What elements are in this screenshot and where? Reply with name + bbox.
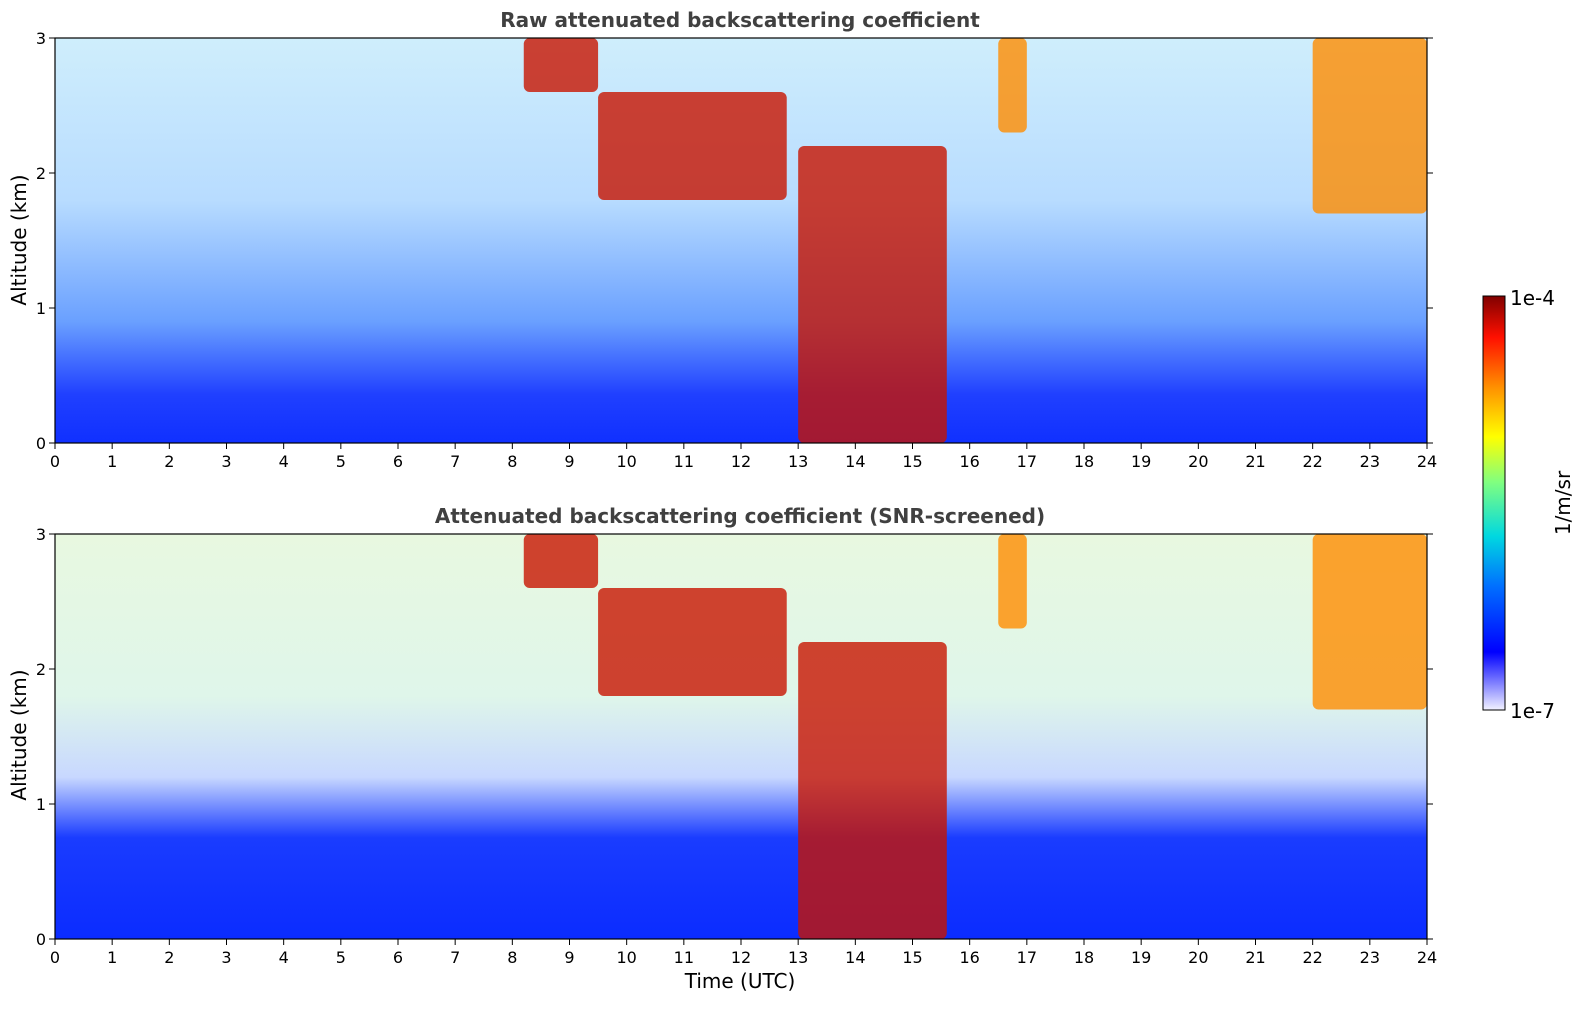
x-tick-label: 5	[336, 948, 346, 967]
x-tick-label: 9	[564, 948, 574, 967]
cloud-feature-1	[598, 92, 787, 200]
y-axis: 0 1 2 3	[36, 525, 1433, 949]
y-tick-label: 3	[36, 29, 46, 48]
x-tick-label: 16	[959, 452, 979, 471]
x-tick-label: 23	[1360, 452, 1380, 471]
x-tick-label: 11	[674, 452, 694, 471]
x-tick-label: 20	[1188, 948, 1208, 967]
x-tick-label: 11	[674, 948, 694, 967]
x-tick-label: 22	[1302, 452, 1322, 471]
y-axis-label: Altitude (km)	[7, 669, 31, 800]
y-axis-label: Altitude (km)	[7, 174, 31, 305]
x-tick-label: 24	[1417, 948, 1437, 967]
x-tick-label: 4	[279, 452, 289, 471]
cloud-feature-0	[523, 38, 599, 92]
x-tick-label: 6	[393, 452, 403, 471]
colorbar-min-label: 1e-7	[1510, 699, 1555, 723]
x-axis: 0 1 2 3 4 5 6 7 8 9 10 11 12 13 14 15 16 17 18 19 20 21 22 23 24	[50, 939, 1437, 967]
x-tick-label: 20	[1188, 452, 1208, 471]
x-axis-label: Time (UTC)	[684, 969, 796, 993]
x-tick-label: 2	[164, 948, 174, 967]
x-tick-label: 4	[279, 948, 289, 967]
x-tick-label: 2	[164, 452, 174, 471]
plot-area	[54, 533, 1428, 940]
x-tick-label: 6	[393, 948, 403, 967]
panel-snr: Attenuated backscattering coefficient (S…	[7, 504, 1437, 993]
x-tick-label: 14	[845, 452, 865, 471]
x-axis: 0 1 2 3 4 5 6 7 8 9 10 11 12 13 14 15 16 17 18 19 20 21 22 23 24	[50, 443, 1437, 471]
cloud-feature-4	[1312, 38, 1427, 214]
x-tick-label: 14	[845, 948, 865, 967]
x-tick-label: 16	[959, 948, 979, 967]
x-tick-label: 21	[1245, 452, 1265, 471]
x-tick-label: 17	[1017, 452, 1037, 471]
colorbar-gradient	[1482, 295, 1506, 711]
x-tick-label: 0	[50, 452, 60, 471]
x-tick-label: 15	[902, 948, 922, 967]
cloud-feature-3	[998, 534, 1027, 629]
colorbar: 1e-4 1e-7 1/m/sr	[1482, 286, 1575, 723]
y-tick-label: 2	[36, 660, 46, 679]
panel-title: Raw attenuated backscattering coefficien…	[500, 8, 980, 32]
cloud-feature-2	[798, 146, 947, 443]
cloud-feature-4	[1312, 534, 1427, 710]
x-tick-label: 22	[1302, 948, 1322, 967]
x-tick-label: 23	[1360, 948, 1380, 967]
panel-raw: Raw attenuated backscattering coefficien…	[7, 8, 1437, 471]
x-tick-label: 13	[788, 452, 808, 471]
plot-area	[54, 37, 1428, 444]
y-tick-label: 1	[36, 299, 46, 318]
x-tick-label: 8	[507, 452, 517, 471]
cloud-feature-1	[598, 588, 787, 696]
x-tick-label: 0	[50, 948, 60, 967]
colorbar-unit-label: 1/m/sr	[1551, 470, 1575, 535]
x-tick-label: 18	[1074, 452, 1094, 471]
x-tick-label: 18	[1074, 948, 1094, 967]
x-tick-label: 21	[1245, 948, 1265, 967]
y-tick-label: 2	[36, 164, 46, 183]
x-tick-label: 10	[616, 948, 636, 967]
x-tick-label: 12	[731, 452, 751, 471]
x-tick-label: 19	[1131, 948, 1151, 967]
y-tick-label: 1	[36, 795, 46, 814]
x-tick-label: 13	[788, 948, 808, 967]
x-tick-label: 8	[507, 948, 517, 967]
x-tick-label: 10	[616, 452, 636, 471]
x-tick-label: 3	[221, 948, 231, 967]
x-tick-label: 24	[1417, 452, 1437, 471]
cloud-feature-3	[998, 38, 1027, 133]
x-tick-label: 1	[107, 948, 117, 967]
x-tick-label: 12	[731, 948, 751, 967]
panel-title: Attenuated backscattering coefficient (S…	[435, 504, 1045, 528]
y-axis: 0 1 2 3	[36, 29, 1433, 453]
y-tick-label: 3	[36, 525, 46, 544]
x-tick-label: 7	[450, 948, 460, 967]
x-tick-label: 19	[1131, 452, 1151, 471]
x-tick-label: 9	[564, 452, 574, 471]
x-tick-label: 7	[450, 452, 460, 471]
y-tick-label: 0	[36, 930, 46, 949]
x-tick-label: 3	[221, 452, 231, 471]
cloud-feature-2	[798, 642, 947, 939]
x-tick-label: 5	[336, 452, 346, 471]
x-tick-label: 15	[902, 452, 922, 471]
x-tick-label: 1	[107, 452, 117, 471]
x-tick-label: 17	[1017, 948, 1037, 967]
colorbar-max-label: 1e-4	[1510, 286, 1555, 310]
cloud-feature-0	[523, 534, 599, 588]
y-tick-label: 0	[36, 434, 46, 453]
